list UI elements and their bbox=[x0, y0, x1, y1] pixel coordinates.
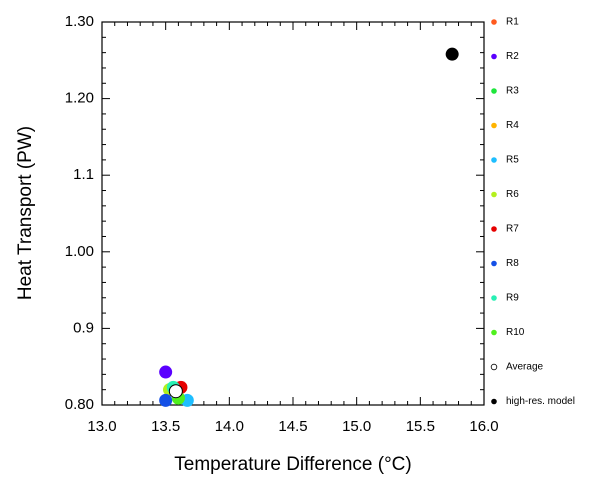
x-tick-label: 13.5 bbox=[151, 418, 180, 435]
legend-label: R1 bbox=[506, 17, 519, 28]
x-tick-label: 14.5 bbox=[278, 418, 307, 435]
y-tick-label: 1.20 bbox=[65, 90, 94, 107]
x-tick-label: 15.0 bbox=[342, 418, 371, 435]
plot-frame bbox=[101, 21, 485, 406]
legend-label: Average bbox=[506, 362, 544, 373]
x-tick-label: 14.0 bbox=[215, 418, 244, 435]
y-tick-label: 1.00 bbox=[65, 243, 94, 260]
legend-marker bbox=[490, 363, 498, 371]
legend-marker bbox=[491, 398, 497, 405]
y-axis-title: Heat Transport (PW) bbox=[15, 126, 36, 300]
x-tick-label: 13.0 bbox=[87, 418, 116, 435]
legend-marker bbox=[491, 191, 497, 198]
legend-marker bbox=[491, 53, 497, 60]
legend-marker bbox=[491, 157, 497, 163]
x-tick-label: 16.0 bbox=[469, 418, 498, 435]
legend-marker bbox=[491, 122, 497, 129]
legend-label: R4 bbox=[506, 120, 519, 131]
scatter-point bbox=[159, 393, 173, 407]
legend-label: high-res. model bbox=[506, 396, 575, 407]
legend-label: R3 bbox=[506, 86, 519, 97]
x-axis-title: Temperature Difference (°C) bbox=[174, 454, 411, 475]
y-tick-label: 0.80 bbox=[65, 396, 94, 413]
legend-label: R5 bbox=[506, 155, 519, 166]
x-tick-label: 15.5 bbox=[406, 418, 435, 435]
y-tick-label: 0.9 bbox=[73, 319, 94, 336]
legend-marker bbox=[491, 88, 497, 94]
legend-label: R6 bbox=[506, 189, 519, 200]
scatter-point bbox=[445, 47, 459, 61]
legend-label: R7 bbox=[506, 224, 519, 235]
legend-marker bbox=[491, 295, 497, 301]
y-tick-label: 1.1 bbox=[73, 166, 94, 183]
legend-marker bbox=[491, 226, 497, 232]
legend-marker bbox=[491, 329, 497, 336]
scatter-point bbox=[168, 384, 183, 399]
legend-label: R2 bbox=[506, 51, 519, 62]
legend-label: R9 bbox=[506, 293, 519, 304]
legend-marker bbox=[491, 260, 497, 267]
scatter-point bbox=[159, 365, 173, 379]
legend-label: R8 bbox=[506, 258, 519, 269]
legend-marker bbox=[491, 19, 497, 25]
legend-label: R10 bbox=[506, 327, 525, 338]
y-tick-label: 1.30 bbox=[65, 13, 94, 30]
